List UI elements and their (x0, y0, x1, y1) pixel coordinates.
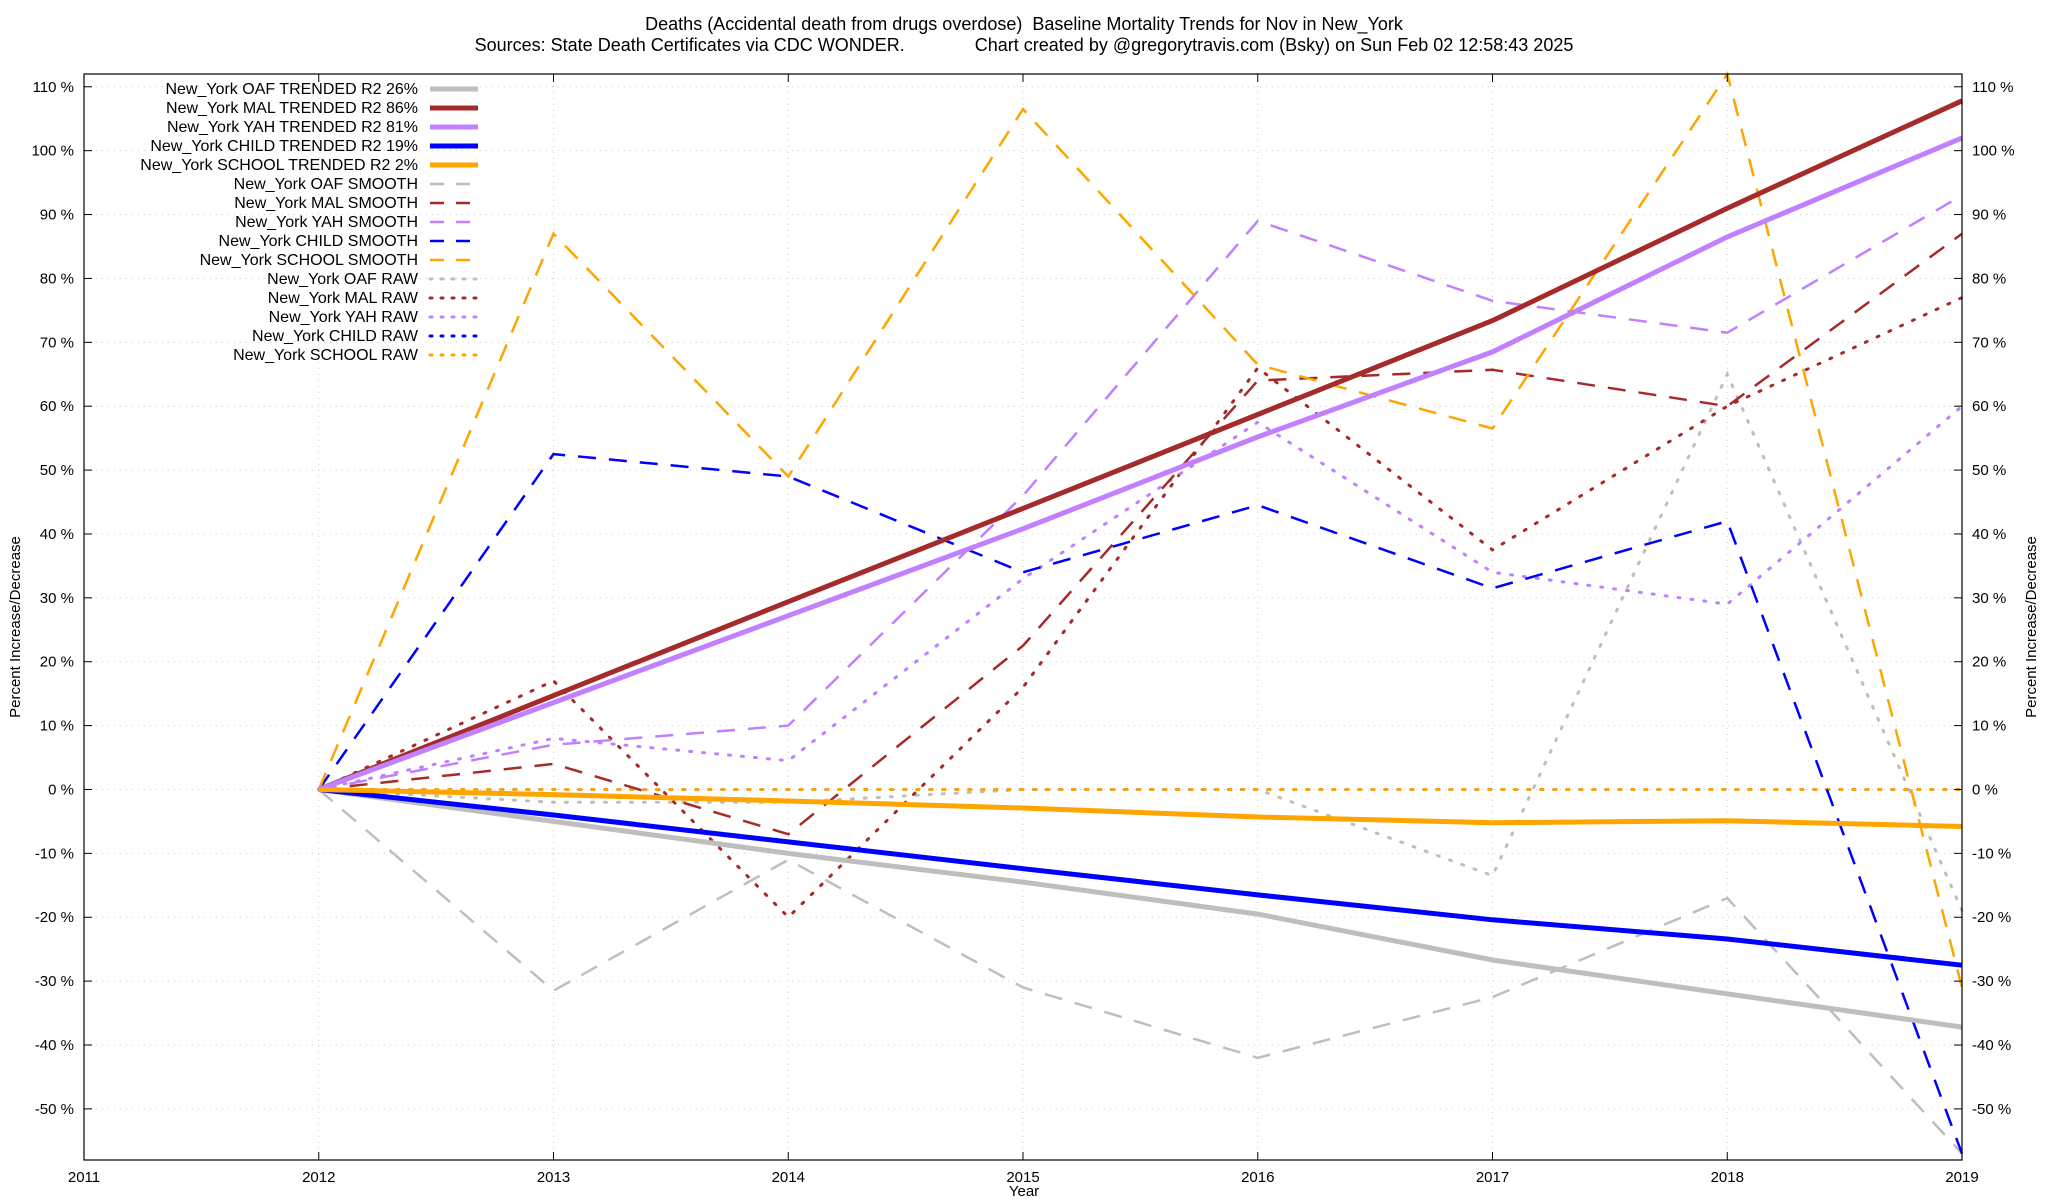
series-lines (317, 70, 1964, 1155)
legend-label: New_York SCHOOL SMOOTH (200, 252, 418, 269)
series-line-yah-trend (317, 135, 1963, 792)
legend: New_York OAF TRENDED R2 26% New_York MAL … (140, 81, 480, 364)
y-axis-label: Percent Increase/Decrease (7, 536, 24, 718)
series-line-oaf-raw (317, 370, 1964, 913)
y-tick-label: -50 % (35, 1101, 74, 1118)
series-line-oaf-smooth (317, 788, 1963, 1155)
y2-tick-label: 70 % (1972, 334, 2006, 351)
y2-tick-label: 30 % (1972, 590, 2006, 607)
y2-tick-label: 110 % (1972, 79, 2013, 96)
legend-label: New_York SCHOOL TRENDED R2 2% (140, 157, 418, 174)
y2-tick-label: 80 % (1972, 270, 2006, 287)
x-tick-label: 2014 (772, 1169, 805, 1186)
y-tick-label: 20 % (40, 654, 74, 671)
x-tick-label: 2016 (1241, 1169, 1274, 1186)
legend-label: New_York YAH TRENDED R2 81% (167, 119, 418, 136)
y-tick-label: 0 % (48, 781, 74, 798)
x-tick-label: 2018 (1711, 1169, 1744, 1186)
y2-tick-label: -40 % (1972, 1037, 2011, 1054)
y-tick-label: 60 % (40, 398, 74, 415)
legend-label: New_York CHILD TRENDED R2 19% (150, 138, 418, 155)
chart-title: Deaths (Accidental death from drugs over… (645, 14, 1403, 34)
y2-tick-label: 40 % (1972, 526, 2006, 543)
y-tick-label: 110 % (33, 79, 74, 96)
y2-tick-label: 50 % (1972, 462, 2006, 479)
legend-label: New_York YAH SMOOTH (235, 214, 418, 231)
x-axis-label: Year (1009, 1183, 1039, 1200)
y2-axis-label: Percent Increase/Decrease (2023, 536, 2040, 718)
legend-label: New_York MAL SMOOTH (234, 195, 418, 212)
y2-tick-label: -20 % (1972, 909, 2011, 926)
y-tick-label: 30 % (40, 590, 74, 607)
legend-label: New_York MAL TRENDED R2 86% (166, 100, 418, 117)
y-tick-label: 80 % (40, 270, 74, 287)
y2-tick-label: 20 % (1972, 654, 2006, 671)
legend-label: New_York CHILD RAW (252, 328, 419, 345)
legend-label: New_York OAF RAW (267, 271, 419, 288)
y-tick-label: -10 % (35, 845, 74, 862)
y-tick-label: -20 % (35, 909, 74, 926)
y-tick-label: 40 % (40, 526, 74, 543)
x-tick-label: 2012 (302, 1169, 335, 1186)
legend-label: New_York SCHOOL RAW (233, 347, 419, 364)
x-tick-label: 2017 (1476, 1169, 1509, 1186)
series-line-mal-trend (317, 98, 1964, 792)
series-line-oaf-trend (318, 787, 1963, 1030)
series-line-school-trend (318, 787, 1963, 829)
legend-label: New_York CHILD SMOOTH (219, 233, 418, 250)
y2-tick-label: 90 % (1972, 207, 2006, 224)
y2-tick-label: 100 % (1972, 143, 2015, 160)
series-line-child-smooth (317, 452, 1964, 1155)
y2-tick-label: -10 % (1972, 845, 2011, 862)
series-line-child-trend (318, 787, 1963, 968)
y2-tick-label: 60 % (1972, 398, 2006, 415)
series-line-school-smooth (317, 70, 1964, 988)
axis-ticks: 2011 2012 2013 2014 2015 2016 2017 2018 2019 -50 … (31, 74, 2015, 1186)
series-line-mal-raw (317, 296, 1964, 920)
chart-subtitle: Sources: State Death Certificates via CD… (474, 35, 1574, 55)
legend-label: New_York OAF SMOOTH (234, 176, 418, 193)
y-tick-label: 10 % (40, 718, 74, 735)
y-tick-label: 100 % (31, 143, 74, 160)
legend-label: New_York OAF TRENDED R2 26% (165, 81, 418, 98)
y-tick-label: 70 % (40, 334, 74, 351)
y-tick-label: -30 % (35, 973, 74, 990)
legend-label: New_York YAH RAW (269, 309, 419, 326)
y2-tick-label: 0 % (1972, 781, 1998, 798)
y2-tick-label: -30 % (1972, 973, 2011, 990)
y-tick-label: 90 % (40, 207, 74, 224)
legend-label: New_York MAL RAW (268, 290, 419, 307)
x-tick-label: 2011 (68, 1169, 100, 1186)
x-tick-label: 2019 (1945, 1169, 1978, 1186)
y-tick-label: 50 % (40, 462, 74, 479)
x-tick-label: 2013 (537, 1169, 570, 1186)
grid-lines (84, 74, 1962, 1160)
y-tick-label: -40 % (35, 1037, 74, 1054)
x-tick-label: 2015 (1006, 1169, 1039, 1186)
y2-tick-label: 10 % (1972, 718, 2006, 735)
y2-tick-label: -50 % (1972, 1101, 2011, 1118)
